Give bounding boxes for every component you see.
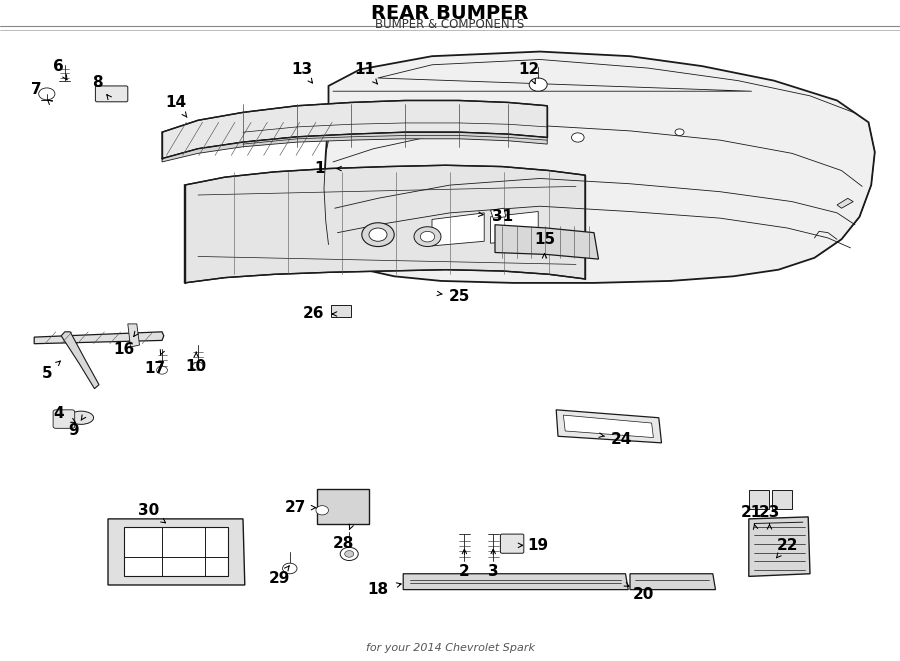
Text: 10: 10 bbox=[185, 360, 207, 374]
Circle shape bbox=[340, 547, 358, 561]
Circle shape bbox=[369, 228, 387, 241]
Polygon shape bbox=[837, 198, 853, 208]
Polygon shape bbox=[128, 324, 140, 347]
Text: 2: 2 bbox=[459, 564, 470, 579]
Circle shape bbox=[193, 362, 203, 370]
Text: 7: 7 bbox=[31, 82, 41, 97]
Polygon shape bbox=[563, 415, 653, 438]
Circle shape bbox=[420, 231, 435, 242]
Text: for your 2014 Chevrolet Spark: for your 2014 Chevrolet Spark bbox=[365, 642, 535, 653]
Circle shape bbox=[39, 88, 55, 100]
Circle shape bbox=[283, 563, 297, 574]
Text: 11: 11 bbox=[354, 62, 375, 77]
Text: 5: 5 bbox=[41, 366, 52, 381]
Polygon shape bbox=[162, 100, 547, 159]
Circle shape bbox=[157, 366, 167, 374]
FancyBboxPatch shape bbox=[317, 489, 369, 524]
Text: 19: 19 bbox=[527, 538, 549, 553]
Text: 31: 31 bbox=[491, 210, 513, 224]
Circle shape bbox=[345, 551, 354, 557]
Text: 18: 18 bbox=[367, 582, 389, 597]
Polygon shape bbox=[61, 332, 99, 389]
Text: 15: 15 bbox=[534, 232, 555, 247]
Polygon shape bbox=[491, 208, 506, 218]
Polygon shape bbox=[34, 332, 164, 344]
Text: BUMPER & COMPONENTS: BUMPER & COMPONENTS bbox=[375, 18, 525, 31]
Polygon shape bbox=[556, 410, 662, 443]
Text: 8: 8 bbox=[92, 75, 103, 90]
Text: 20: 20 bbox=[633, 588, 654, 602]
Circle shape bbox=[316, 506, 328, 515]
Text: 3: 3 bbox=[488, 564, 499, 579]
Ellipse shape bbox=[68, 411, 94, 424]
FancyBboxPatch shape bbox=[331, 305, 351, 317]
Polygon shape bbox=[162, 132, 547, 162]
Text: 9: 9 bbox=[68, 424, 79, 438]
Polygon shape bbox=[432, 213, 484, 246]
FancyBboxPatch shape bbox=[772, 490, 792, 509]
Text: 24: 24 bbox=[610, 432, 632, 447]
Text: 14: 14 bbox=[165, 95, 186, 110]
Text: 27: 27 bbox=[284, 500, 306, 515]
Circle shape bbox=[529, 78, 547, 91]
Text: 21: 21 bbox=[741, 505, 762, 520]
Polygon shape bbox=[749, 517, 810, 576]
Text: REAR BUMPER: REAR BUMPER bbox=[372, 4, 528, 22]
Circle shape bbox=[572, 133, 584, 142]
Text: 13: 13 bbox=[291, 62, 312, 77]
FancyBboxPatch shape bbox=[95, 86, 128, 102]
Text: 12: 12 bbox=[518, 62, 540, 77]
Text: 17: 17 bbox=[144, 362, 166, 376]
Polygon shape bbox=[124, 527, 228, 576]
Polygon shape bbox=[403, 574, 628, 590]
FancyBboxPatch shape bbox=[500, 534, 524, 553]
Circle shape bbox=[675, 129, 684, 136]
Text: 23: 23 bbox=[759, 505, 780, 520]
FancyBboxPatch shape bbox=[749, 490, 769, 509]
Text: 16: 16 bbox=[113, 342, 135, 356]
Text: 6: 6 bbox=[53, 59, 64, 73]
Text: 29: 29 bbox=[268, 571, 290, 586]
Text: 25: 25 bbox=[448, 289, 470, 303]
Polygon shape bbox=[630, 574, 716, 590]
Polygon shape bbox=[324, 52, 875, 283]
Text: 28: 28 bbox=[333, 536, 355, 551]
Text: 26: 26 bbox=[302, 307, 324, 321]
Polygon shape bbox=[491, 212, 538, 243]
Polygon shape bbox=[108, 519, 245, 585]
Text: 22: 22 bbox=[777, 538, 798, 553]
Polygon shape bbox=[495, 225, 598, 259]
Circle shape bbox=[414, 227, 441, 247]
Polygon shape bbox=[184, 165, 585, 283]
Text: 30: 30 bbox=[138, 503, 159, 518]
Text: 1: 1 bbox=[314, 161, 325, 176]
Text: 4: 4 bbox=[53, 406, 64, 420]
Circle shape bbox=[362, 223, 394, 247]
FancyBboxPatch shape bbox=[53, 410, 75, 428]
